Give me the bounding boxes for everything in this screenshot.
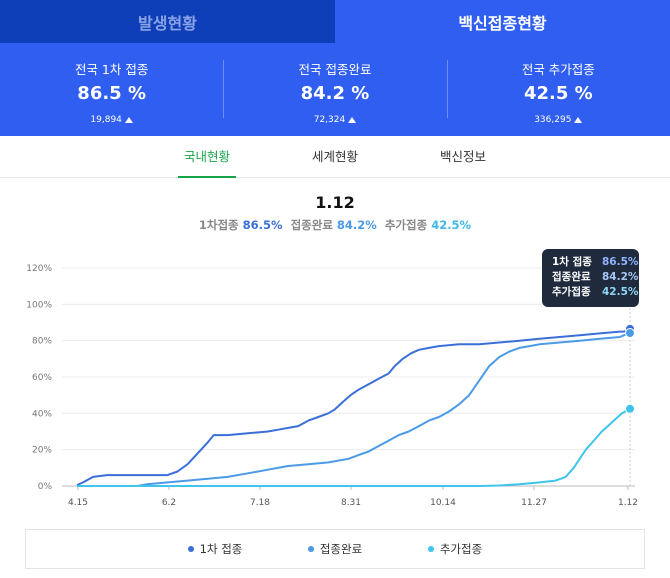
up-arrow-icon <box>348 116 357 123</box>
series-line-fully-vaccinated <box>77 332 631 487</box>
chart-summary: 1차접종 86.5% 접종완료 84.2% 추가접종 42.5% <box>0 217 670 233</box>
x-tick-label: 8.31 <box>341 498 361 508</box>
stat-label: 전국 1차 접종 <box>74 61 149 77</box>
tooltip-row-booster: 추가접종 42.5% <box>552 285 639 300</box>
stat-value: 84.2 % <box>300 82 370 104</box>
x-tick-label: 6.2 <box>162 498 176 508</box>
summary-booster-value: 42.5% <box>431 218 472 232</box>
y-tick-label: 120% <box>26 264 52 274</box>
legend-item-first[interactable]: 1차 접종 <box>155 541 275 557</box>
top-tab-bar: 발생현황 백신접종현황 <box>0 0 670 43</box>
legend-dot-icon <box>427 546 434 552</box>
stat-first-dose: 전국 1차 접종 86.5 % 19,894 <box>0 60 223 125</box>
tab-vaccine-info[interactable]: 백신정보 <box>439 149 486 164</box>
stat-delta-value: 72,324 <box>313 114 346 125</box>
tooltip-value: 84.2% <box>602 271 639 283</box>
summary-first-value: 86.5% <box>242 218 283 232</box>
legend-label: 추가접종 <box>439 542 483 556</box>
legend-dot-icon <box>307 546 314 552</box>
chart-legend: 1차 접종 접종완료 추가접종 <box>25 529 645 569</box>
vaccination-line-chart[interactable]: 0% 20% 40% 60% 80% 100% 120% 4.15 6.2 7.18 8.31 10… <box>0 250 670 520</box>
y-axis-ticks: 0% 20% 40% 60% 80% 100% 120% <box>26 264 52 492</box>
summary-full-label: 접종완료 <box>290 218 333 232</box>
chart-series <box>76 323 635 487</box>
y-tick-label: 60% <box>32 373 52 383</box>
stat-delta: 336,295 <box>534 114 583 126</box>
series-end-point <box>625 403 635 414</box>
sub-tab-bar: 국내현황 세계현황 백신정보 <box>0 136 670 178</box>
y-tick-label: 0% <box>38 482 53 492</box>
stats-panel: 전국 1차 접종 86.5 % 19,894 전국 접종완료 84.2 % 72… <box>0 43 670 136</box>
x-tick-label: 1.12 <box>618 498 638 508</box>
x-tick-label: 11.27 <box>521 498 547 508</box>
series-line-first-dose <box>76 327 631 487</box>
tooltip-label: 1차 접종 <box>552 256 592 268</box>
tooltip-value: 42.5% <box>602 286 639 298</box>
y-tick-label: 40% <box>32 409 52 419</box>
series-line-booster <box>77 407 631 487</box>
y-tick-label: 100% <box>26 300 52 310</box>
y-tick-label: 20% <box>32 446 52 456</box>
stat-booster: 전국 추가접종 42.5 % 336,295 <box>446 59 670 125</box>
stat-delta: 72,324 <box>314 114 357 126</box>
x-axis-ticks: 4.15 6.2 7.18 8.31 10.14 11.27 1.12 <box>68 486 638 508</box>
legend-label: 1차 접종 <box>199 542 243 556</box>
x-tick-label: 7.18 <box>250 498 270 508</box>
chart-date: 1.12 <box>315 193 355 212</box>
tooltip-row-full: 접종완료 84.2% <box>552 270 639 285</box>
stat-value: 86.5 % <box>77 82 147 104</box>
legend-dot-icon <box>187 546 194 552</box>
up-arrow-icon <box>574 116 583 123</box>
x-tick-label: 10.14 <box>430 498 456 508</box>
summary-booster-label: 추가접종 <box>384 218 428 232</box>
stat-delta-value: 19,894 <box>90 114 122 125</box>
tooltip-row-first: 1차 접종 86.5% <box>552 255 639 270</box>
summary-full-value: 84.2% <box>336 218 377 232</box>
up-arrow-icon <box>124 116 133 123</box>
chart-grid <box>62 267 635 487</box>
stat-fully-vaccinated: 전국 접종완료 84.2 % 72,324 <box>223 59 446 125</box>
tooltip-label: 접종완료 <box>552 271 591 283</box>
summary-first-label: 1차접종 <box>198 218 239 232</box>
legend-label: 접종완료 <box>319 542 363 556</box>
tab-domestic[interactable]: 국내현황 <box>178 136 236 178</box>
tooltip-label: 추가접종 <box>552 286 591 298</box>
stat-delta: 19,894 <box>90 114 133 126</box>
series-end-point <box>625 328 635 339</box>
x-tick-label: 4.15 <box>68 498 88 508</box>
tab-outbreak-status[interactable]: 발생현황 <box>0 0 335 43</box>
tab-vaccination-status[interactable]: 백신접종현황 <box>335 0 670 43</box>
tooltip-value: 86.5% <box>602 256 639 268</box>
tab-global[interactable]: 세계현황 <box>311 149 358 164</box>
legend-item-full[interactable]: 접종완료 <box>275 541 395 557</box>
stat-label: 전국 추가접종 <box>521 61 595 77</box>
stat-delta-value: 336,295 <box>534 114 572 125</box>
stat-label: 전국 접종완료 <box>298 61 372 77</box>
legend-item-booster[interactable]: 추가접종 <box>395 541 515 557</box>
stat-value: 42.5 % <box>523 82 593 104</box>
y-tick-label: 80% <box>32 337 52 347</box>
chart-tooltip: 1차 접종 86.5% 접종완료 84.2% 추가접종 42.5% <box>542 249 639 307</box>
